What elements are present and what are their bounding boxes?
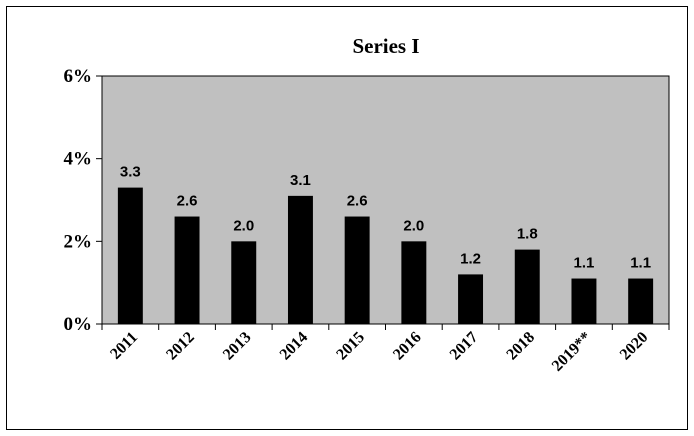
data-label: 2.6 [347,193,368,210]
data-label: 3.1 [290,172,311,189]
data-label: 2.0 [403,217,424,234]
y-tick-label: 0% [64,314,93,335]
data-label: 2.0 [233,217,254,234]
chart-frame: Series I 3.3 2.6 2.0 3.1 2.6 2.0 1.2 1.8 1.1 1.1 … [6,6,688,430]
bar [174,216,200,324]
bar [344,216,370,324]
x-tick-label: 2013 [220,329,255,364]
bars-layer [117,187,654,324]
data-labels-layer: 3.3 2.6 2.0 3.1 2.6 2.0 1.2 1.8 1.1 1.1 [120,164,651,272]
x-tick-label: 2017 [447,329,482,364]
data-label: 3.3 [120,164,141,181]
x-tick-label: 2020 [617,329,652,364]
bar [514,249,540,324]
y-tick-label: 2% [64,231,93,252]
data-label: 1.8 [517,226,538,243]
x-tick-label: 2011 [107,329,141,363]
chart-title: Series I [352,34,419,58]
data-label: 1.1 [574,255,595,272]
bar [117,187,143,324]
x-tick-label: 2018 [503,329,538,364]
bar [571,278,597,324]
x-tick-label: 2014 [277,329,312,364]
bar [231,241,257,324]
data-label: 2.6 [177,193,198,210]
bar [401,241,427,324]
y-tick-label: 4% [64,149,93,170]
x-tick-label: 2016 [390,329,425,364]
data-label: 1.1 [630,255,651,272]
x-tick-label: 2019** [549,329,595,375]
bar [628,278,654,324]
x-tick-label: 2015 [333,329,368,364]
bar-chart: Series I 3.32.62.03.12.62.01.21.81.1 1.1 … [64,34,670,375]
y-tick-label: 6% [64,66,93,87]
bar [458,274,484,324]
x-tick-label: 2012 [163,329,198,364]
data-label: 1.2 [460,250,481,267]
bar [287,195,313,324]
